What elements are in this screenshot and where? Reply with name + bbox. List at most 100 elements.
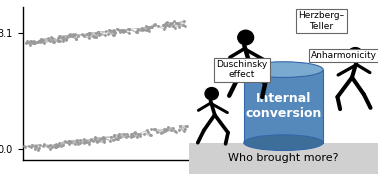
- Point: [172, 130, 178, 132]
- Point: [100, 137, 106, 140]
- Point: [101, 141, 107, 144]
- Point: [151, 23, 157, 26]
- Point: [92, 137, 98, 140]
- Point: [115, 135, 121, 137]
- Point: [65, 140, 71, 143]
- Point: [60, 144, 66, 146]
- Point: [135, 133, 141, 136]
- Point: [143, 25, 149, 27]
- Point: [141, 133, 147, 136]
- Point: [93, 35, 99, 38]
- Point: [57, 35, 64, 38]
- Point: [86, 31, 92, 34]
- Point: [164, 23, 170, 26]
- Point: [146, 26, 152, 29]
- Point: [86, 142, 92, 145]
- Point: [176, 22, 182, 25]
- Point: [124, 133, 130, 135]
- Point: [64, 39, 70, 42]
- Point: [31, 40, 37, 42]
- Point: [64, 141, 70, 144]
- Point: [24, 40, 30, 43]
- Point: [45, 37, 51, 40]
- Point: [47, 39, 53, 42]
- Point: [147, 134, 153, 137]
- Point: [111, 134, 117, 137]
- Point: [56, 144, 62, 147]
- Point: [108, 136, 114, 138]
- Point: [134, 31, 140, 34]
- Point: [164, 129, 170, 131]
- Point: [129, 132, 135, 135]
- Point: [21, 145, 27, 148]
- Point: [36, 40, 42, 42]
- Point: [128, 133, 134, 135]
- Point: [64, 35, 70, 38]
- Point: [60, 36, 66, 38]
- Point: [101, 139, 107, 142]
- Point: [40, 39, 46, 42]
- Point: [116, 29, 122, 32]
- Point: [183, 125, 189, 127]
- Point: [161, 28, 167, 31]
- Point: [96, 34, 102, 37]
- Point: [177, 124, 183, 127]
- Point: [86, 33, 92, 36]
- Point: [37, 143, 43, 146]
- Point: [47, 144, 53, 147]
- Point: [36, 147, 42, 149]
- Point: [166, 25, 172, 28]
- Point: [72, 33, 78, 36]
- Point: [40, 144, 46, 147]
- Point: [73, 38, 79, 41]
- Point: [164, 21, 170, 24]
- Point: [126, 27, 132, 30]
- Text: Duschinsky
effect: Duschinsky effect: [216, 60, 268, 79]
- Point: [163, 128, 169, 131]
- Point: [147, 25, 153, 28]
- Point: [66, 34, 72, 37]
- Point: [26, 41, 33, 43]
- Point: [60, 35, 67, 38]
- Point: [46, 147, 53, 150]
- Point: [176, 25, 182, 28]
- Point: [53, 144, 59, 147]
- Point: [108, 29, 114, 32]
- Point: [105, 32, 112, 35]
- Point: [107, 139, 113, 142]
- Point: [95, 31, 101, 33]
- Point: [99, 137, 105, 139]
- Point: [170, 20, 177, 23]
- Point: [170, 25, 177, 27]
- Point: [31, 41, 37, 44]
- Point: [161, 128, 167, 131]
- Point: [46, 38, 52, 41]
- Point: [83, 140, 89, 143]
- Point: [132, 131, 138, 134]
- Point: [169, 21, 175, 24]
- Point: [137, 133, 143, 136]
- Ellipse shape: [244, 62, 323, 77]
- Point: [123, 135, 129, 138]
- Ellipse shape: [244, 135, 323, 151]
- Point: [121, 132, 127, 135]
- Point: [81, 33, 87, 36]
- Point: [137, 135, 143, 137]
- Point: [94, 139, 101, 142]
- Point: [55, 36, 61, 39]
- Point: [81, 142, 87, 145]
- Point: [167, 129, 174, 132]
- Point: [54, 144, 60, 147]
- Point: [34, 41, 40, 44]
- Point: [135, 28, 141, 31]
- Point: [119, 29, 125, 31]
- Point: [129, 135, 135, 138]
- Point: [84, 33, 90, 35]
- Point: [138, 29, 144, 32]
- Point: [30, 42, 36, 45]
- Point: [17, 147, 23, 150]
- Bar: [244, 70, 323, 143]
- Point: [51, 40, 57, 43]
- Point: [56, 39, 62, 42]
- Point: [27, 44, 33, 46]
